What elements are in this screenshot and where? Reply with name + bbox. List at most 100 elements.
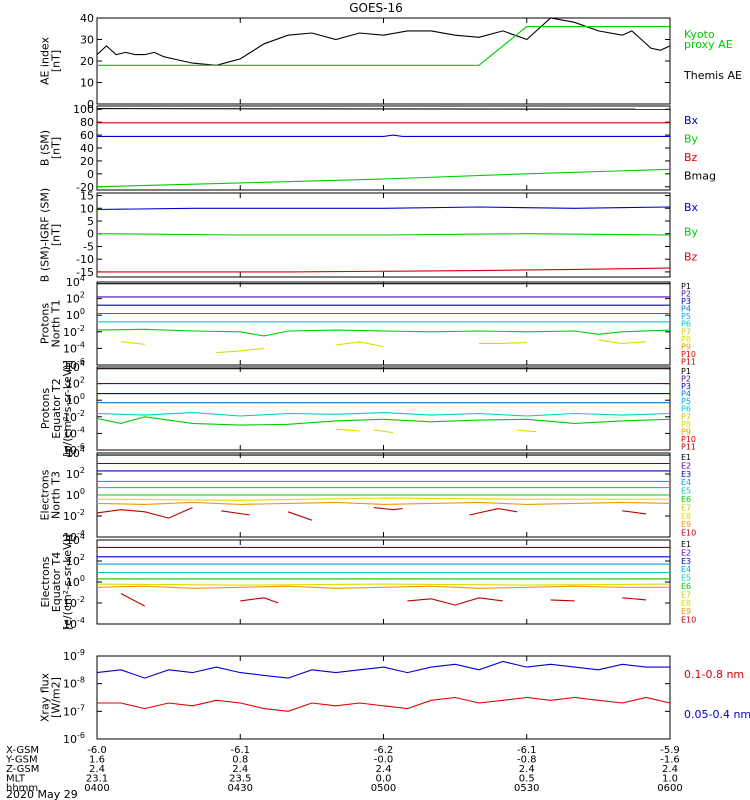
legend-entry: E5 [681, 574, 691, 583]
series-p7 [120, 339, 647, 354]
y-tick-label: 60 [80, 129, 94, 142]
y-tick-label: -20 [76, 181, 94, 194]
legend-entry: P2 [681, 290, 691, 299]
series-bz [97, 267, 671, 273]
legend-entry: E2 [681, 461, 691, 470]
y-tick-label: 100 [66, 307, 85, 322]
panel-frame [96, 105, 671, 191]
legend-entry: E7 [681, 590, 691, 599]
legend-entry: P11 [681, 442, 696, 451]
legend-entry: P7 [681, 412, 691, 421]
legend-entry: E9 [681, 607, 691, 616]
legend-entry: By [684, 133, 699, 146]
y-axis-label: [p/(cm²-s-sr-keV)] [61, 360, 74, 457]
legend-entry: E6 [681, 495, 691, 504]
y-axis-label: Electrons [39, 469, 52, 520]
y-tick-label: 102 [66, 466, 85, 481]
legend-entry: P6 [681, 320, 691, 329]
orbit-value: 0400 [84, 783, 109, 794]
orbit-row-label: hhmm [6, 783, 38, 794]
orbit-value: -6.2 [374, 745, 394, 756]
series-0-05-0-4-nm [96, 660, 670, 679]
series-e10 [120, 593, 647, 607]
legend-entry: P10 [681, 350, 696, 359]
y-tick-label: 10 [80, 77, 94, 90]
orbit-value: 0.5 [519, 774, 535, 785]
legend-entry: P11 [681, 357, 696, 366]
y-tick-label: 10-8 [63, 676, 85, 691]
panel-xray: 10-9 10-8 10-7 10-6 Xray flux[W/m2] 0.1-0.8 n… [39, 648, 750, 746]
legend-entry: By [684, 226, 699, 239]
series-p6 [96, 328, 671, 337]
series-e7 [96, 583, 671, 586]
series-themis-ae [96, 17, 671, 66]
orbit-value: -6.1 [230, 745, 250, 756]
panel-frame [96, 539, 671, 625]
panel-frame [96, 281, 671, 366]
y-axis-label: B (SM) [39, 130, 52, 166]
y-tick-label: 40 [80, 142, 94, 155]
legend-entry: E2 [681, 548, 691, 557]
legend-entry: E8 [681, 512, 691, 521]
y-tick-label: 104 [66, 445, 85, 460]
legend-entry: E4 [681, 565, 691, 574]
orbit-value: -6.1 [517, 745, 537, 756]
y-tick-label: 5 [87, 215, 94, 228]
y-tick-label: 100 [66, 487, 85, 502]
y-tick-label: -5 [83, 240, 94, 253]
legend-entry: E6 [681, 582, 691, 591]
y-axis-label: Protons [39, 388, 52, 429]
legend-entry: E10 [681, 616, 696, 625]
legend-entry: P3 [681, 382, 691, 391]
legend-entry: E1 [681, 540, 691, 549]
legend-entry: Bx [684, 114, 699, 127]
y-axis-label: Equator T2 [50, 378, 63, 438]
y-tick-label: 0 [87, 228, 94, 241]
legend-entry: P9 [681, 427, 691, 436]
orbit-value: 0.0 [376, 774, 392, 785]
y-tick-label: 0 [87, 98, 94, 111]
orbit-value: 1.6 [89, 755, 105, 766]
series-bx [97, 134, 670, 137]
legend-entry: E4 [681, 478, 691, 487]
legend-entry: P5 [681, 397, 691, 406]
y-axis-label: B (SM)-IGRF (SM) [39, 188, 52, 282]
legend-entry: E5 [681, 487, 691, 496]
series-by [96, 233, 671, 236]
orbit-value: 0600 [657, 783, 682, 794]
orbit-value: -5.9 [660, 745, 680, 756]
date-label: 2020 May 29 [6, 788, 78, 800]
y-axis-label: [e/(cm²-s-sr-keV)] [61, 534, 74, 630]
legend-entry: Bx [684, 201, 699, 214]
orbit-value: -0.8 [517, 755, 537, 766]
legend-entry: Bmag [684, 170, 716, 183]
y-axis-label: AE index [39, 36, 52, 85]
legend-entry: proxy AE [684, 38, 733, 51]
orbit-value: 0500 [371, 783, 396, 794]
series-kyoto-proxy-ae [97, 26, 670, 66]
series-e8 [96, 585, 670, 589]
legend-entry: E3 [681, 557, 691, 566]
series-0-1-0-8-nm [97, 696, 671, 712]
y-axis-label: [nT] [50, 224, 63, 246]
series-e10 [96, 507, 647, 521]
series-by [96, 168, 671, 188]
y-axis-label: North T1 [50, 300, 63, 348]
plot-title: GOES-16 [349, 1, 403, 15]
orbit-value: -0.0 [374, 755, 394, 766]
orbit-value: 23.1 [86, 774, 108, 785]
series-e7 [96, 497, 670, 501]
orbit-value: 0.8 [232, 755, 248, 766]
orbit-value: 2.4 [662, 764, 678, 775]
y-tick-label: 10 [80, 202, 94, 215]
series-p6 [96, 416, 671, 426]
legend-entry: P6 [681, 405, 691, 414]
y-tick-label: -15 [76, 266, 94, 279]
y-tick-label: 20 [80, 155, 94, 168]
